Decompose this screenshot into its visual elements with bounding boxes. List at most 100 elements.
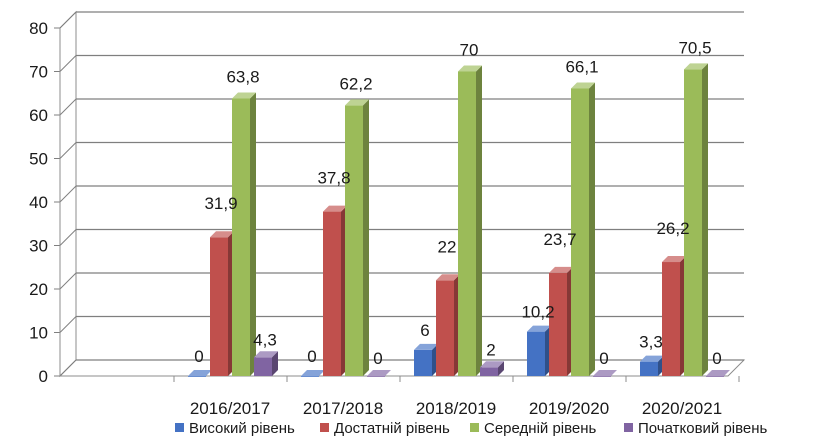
bar xyxy=(232,98,250,376)
bar-top xyxy=(662,256,686,263)
legend: Високий рівень Достатній рівень Середній р… xyxy=(175,420,768,437)
y-tick-label: 50 xyxy=(29,150,48,169)
gridline-diagonal xyxy=(59,229,77,246)
data-label: 66,1 xyxy=(565,57,598,76)
bar xyxy=(188,376,206,377)
gridlines xyxy=(54,11,744,382)
bar-top xyxy=(188,370,212,376)
data-label: 10,2 xyxy=(521,303,554,322)
data-label: 3,3 xyxy=(639,333,663,352)
bar-top xyxy=(254,351,278,358)
data-label: 0 xyxy=(307,347,316,366)
data-label: 0 xyxy=(712,349,721,368)
bar xyxy=(706,376,724,377)
gridline-diagonal xyxy=(59,142,77,159)
data-label: 0 xyxy=(599,349,608,368)
data-label: 62,2 xyxy=(339,74,372,93)
y-axis-ticks: 0 10 20 30 40 50 60 70 80 xyxy=(29,19,48,386)
data-label: 0 xyxy=(194,347,203,366)
bar-top xyxy=(527,325,551,332)
bar-top xyxy=(593,370,617,376)
gridline-diagonal xyxy=(59,55,77,72)
y-tick-label: 10 xyxy=(29,324,48,343)
data-label: 37,8 xyxy=(317,169,350,188)
bar-top xyxy=(323,205,347,212)
bar-side xyxy=(589,82,595,376)
bar-side xyxy=(702,63,708,376)
bar-top xyxy=(706,370,730,376)
x-tick-label: 2018/2019 xyxy=(416,399,496,418)
bar xyxy=(593,376,611,377)
bar-top xyxy=(345,99,369,106)
gridline-diagonal xyxy=(59,272,77,290)
x-tick-label: 2016/2017 xyxy=(190,399,270,418)
bar xyxy=(527,331,545,376)
bar-side xyxy=(476,65,482,376)
bar xyxy=(301,376,319,377)
bar xyxy=(549,272,567,376)
gridline-diagonal xyxy=(59,359,77,377)
gridline-diagonal xyxy=(59,316,77,333)
bar xyxy=(210,237,228,376)
legend-swatch xyxy=(470,423,479,432)
data-label: 70,5 xyxy=(678,38,711,57)
bars xyxy=(188,63,730,377)
legend-swatch xyxy=(320,423,329,432)
bar xyxy=(367,376,385,377)
data-label: 26,2 xyxy=(656,219,689,238)
bar xyxy=(345,105,363,377)
data-label: 23,7 xyxy=(543,230,576,249)
y-tick-label: 20 xyxy=(29,280,48,299)
x-tick-label: 2017/2018 xyxy=(303,399,383,418)
bar-top xyxy=(367,370,391,376)
plot-walls xyxy=(58,10,746,378)
data-label: 31,9 xyxy=(204,194,237,213)
y-tick-label: 30 xyxy=(29,237,48,256)
bar xyxy=(571,88,589,376)
bar xyxy=(684,69,702,376)
legend-swatch xyxy=(624,423,633,432)
data-label: 0 xyxy=(373,349,382,368)
bar-side xyxy=(363,99,369,377)
legend-label: Високий рівень xyxy=(189,420,295,437)
legend-label: Середній рівень xyxy=(484,420,597,437)
bar xyxy=(436,280,454,376)
x-tick-label: 2020/2021 xyxy=(642,399,722,418)
bar xyxy=(254,357,272,376)
data-labels: 0 31,9 63,8 4,3 0 37,8 62,2 0 6 22 70 2 10,2 23,7 66,1… xyxy=(194,38,721,368)
bar xyxy=(480,367,498,376)
y-tick-label: 40 xyxy=(29,193,48,212)
bar-top xyxy=(414,343,438,350)
data-label: 63,8 xyxy=(226,67,259,86)
legend-label: Початковий рівень xyxy=(638,420,768,437)
gridline-diagonal xyxy=(59,11,77,29)
bar-top xyxy=(640,355,664,362)
data-label: 70 xyxy=(460,41,479,60)
bar-top xyxy=(571,82,595,89)
y-tick-label: 0 xyxy=(39,367,48,386)
gridline-diagonal xyxy=(59,98,77,116)
data-label: 22 xyxy=(438,237,457,256)
bar-top xyxy=(210,231,234,238)
y-tick-label: 60 xyxy=(29,106,48,125)
legend-label: Достатній рівень xyxy=(334,420,450,437)
bar-top xyxy=(232,92,256,99)
gridline-diagonal xyxy=(59,185,77,203)
bar xyxy=(640,361,658,376)
legend-swatch xyxy=(175,423,184,432)
x-tick-label: 2019/2020 xyxy=(529,399,609,418)
bar xyxy=(458,71,476,376)
y-tick-label: 80 xyxy=(29,19,48,38)
bar-side xyxy=(498,361,504,376)
data-label: 6 xyxy=(420,321,429,340)
bar-side xyxy=(272,351,278,376)
bar-top xyxy=(301,370,325,376)
bar-side xyxy=(250,92,256,376)
data-label: 4,3 xyxy=(253,330,277,349)
y-tick-label: 70 xyxy=(29,63,48,82)
bar-top xyxy=(458,65,482,72)
data-label: 2 xyxy=(486,340,495,359)
bar-top xyxy=(684,63,708,70)
bar-top xyxy=(436,274,460,281)
